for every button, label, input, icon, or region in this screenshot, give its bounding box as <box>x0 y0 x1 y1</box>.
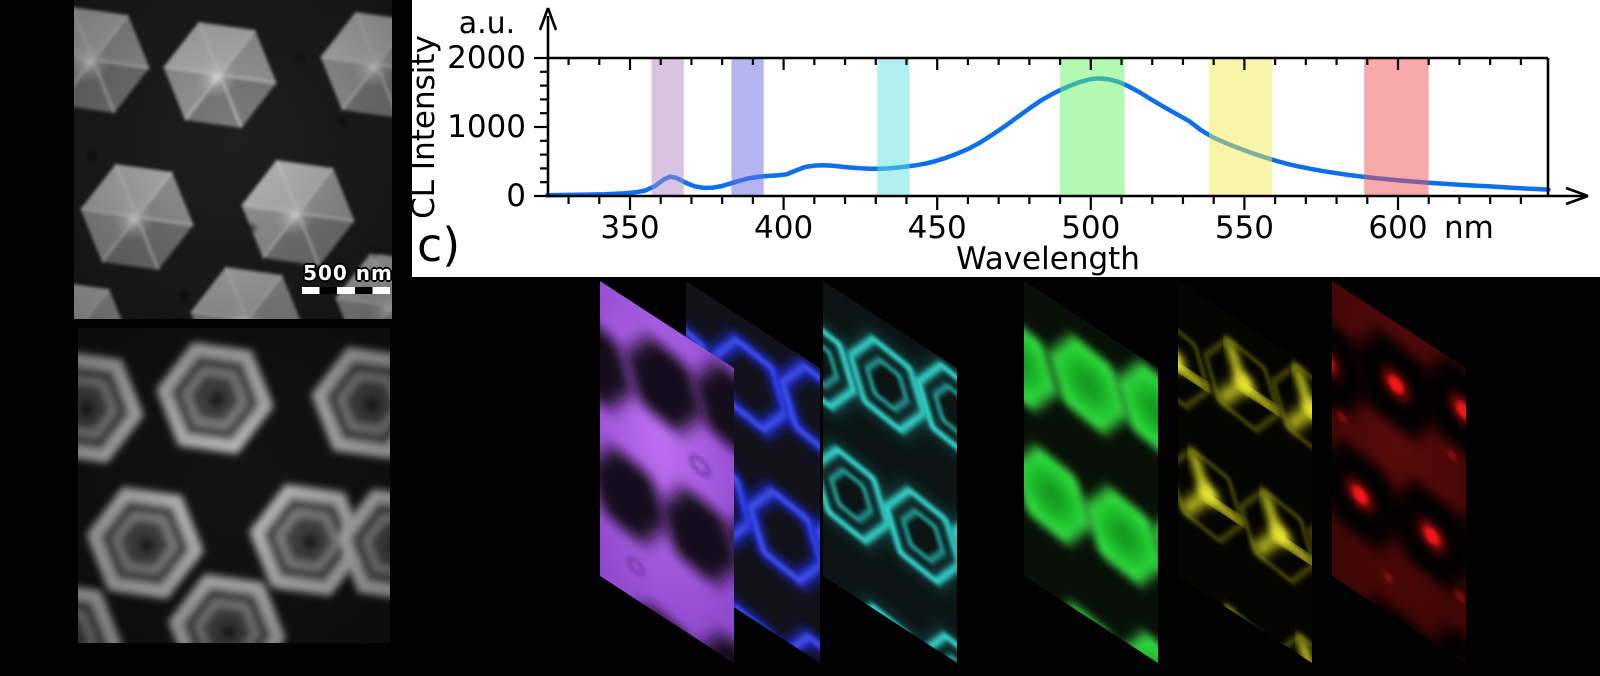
band-green <box>1060 58 1125 196</box>
cl-map-panel-purple <box>600 281 734 664</box>
scalebar-label: 500 nm <box>303 261 392 285</box>
x-axis-title: Wavelength <box>956 241 1140 277</box>
axis-ticks <box>534 56 1522 210</box>
y-axis-title: CL Intensity <box>412 35 442 219</box>
cl-map-panel-green <box>1024 281 1158 664</box>
sem-image-hex-pyramids: 500 nm <box>74 0 392 319</box>
cl-map-cyan-graphic <box>823 281 957 664</box>
band-red <box>1364 58 1429 196</box>
band-violet <box>651 58 684 196</box>
band-cyan <box>877 58 910 196</box>
scalebar-bar <box>302 287 390 294</box>
cl-map-red-graphic <box>1332 281 1466 664</box>
x-tick-label-600: 600 <box>1368 210 1427 246</box>
x-tick-label-500: 500 <box>1061 210 1120 246</box>
x-tick-label-400: 400 <box>754 210 813 246</box>
sem-pyramids-graphic <box>74 0 392 319</box>
x-tick-label-450: 450 <box>908 210 967 246</box>
band-blue <box>731 58 764 196</box>
scalebar: 500 nm <box>302 262 392 294</box>
cl-map-panel-cyan <box>823 281 957 664</box>
band-yellow <box>1209 58 1273 196</box>
y-tick-label-1000: 1000 <box>447 109 526 145</box>
figure-panel-label: c) <box>417 218 461 272</box>
y-tick-label-0: 0 <box>506 178 526 214</box>
cl-panchromatic-graphic <box>78 328 390 643</box>
spectrum-panel: 350 400 450 500 550 600 nm 0 1000 2000 a.u. Wavelen… <box>412 0 1600 277</box>
cl-map-panel-red <box>1332 281 1466 664</box>
x-tick-label-350: 350 <box>600 210 659 246</box>
cl-image-panchromatic <box>78 328 390 643</box>
x-axis-unit: nm <box>1444 210 1494 246</box>
cl-map-yellow-graphic <box>1178 281 1312 664</box>
x-tick-label-550: 550 <box>1215 210 1274 246</box>
y-tick-label-2000: 2000 <box>447 40 526 76</box>
cl-map-green-graphic <box>1024 281 1158 664</box>
plot-frame <box>538 7 1589 206</box>
cl-map-panel-yellow <box>1178 281 1312 664</box>
cl-spectrum-curve <box>544 76 1551 198</box>
y-axis-unit: a.u. <box>459 6 515 41</box>
cl-map-purple-graphic <box>600 281 734 664</box>
